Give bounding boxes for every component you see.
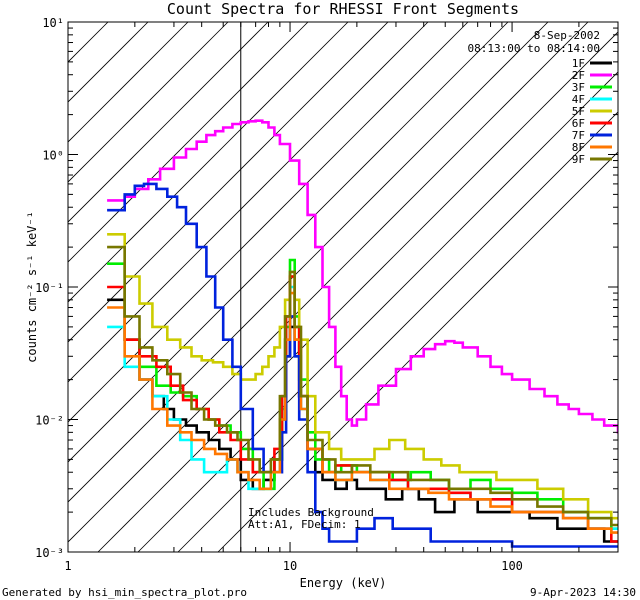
legend-label-3F: 3F	[572, 81, 585, 94]
legend-label-6F: 6F	[572, 117, 585, 130]
legend-label-5F: 5F	[572, 105, 585, 118]
chart-title: Count Spectra for RHESSI Front Segments	[167, 0, 519, 18]
legend-label-9F: 9F	[572, 153, 585, 166]
legend-label-1F: 1F	[572, 57, 585, 70]
hatch-line	[177, 111, 618, 552]
y-tick-label: 10⁻²	[35, 414, 64, 428]
y-axis-label: counts cm⁻² s⁻¹ keV⁻¹	[25, 211, 39, 363]
y-tick-label: 10⁻¹	[35, 281, 64, 295]
hatch-line	[68, 22, 349, 303]
y-tick-label: 10⁻³	[35, 546, 64, 560]
series-line-2F	[107, 119, 618, 434]
legend-label-4F: 4F	[572, 93, 585, 106]
hatch-line	[97, 31, 618, 552]
legend-time-range: 08:13:00 to 08:14:00	[468, 42, 600, 55]
footer-timestamp: 9-Apr-2023 14:30	[530, 586, 636, 599]
series-layer	[107, 119, 618, 548]
legend-date: 8-Sep-2002	[534, 29, 600, 42]
series-line-7F	[107, 182, 618, 548]
x-tick-label: 10	[283, 559, 297, 573]
hatch-line	[68, 22, 469, 423]
x-axis-label: Energy (keV)	[300, 576, 387, 590]
x-tick-label: 100	[501, 559, 523, 573]
hatch-line	[68, 22, 229, 183]
hatch-line	[68, 22, 509, 463]
legend-label-2F: 2F	[572, 69, 585, 82]
series-line-9F	[107, 245, 618, 527]
series-line-5F	[107, 233, 618, 520]
hatch-line	[68, 22, 549, 503]
y-tick-label: 10⁰	[42, 149, 64, 163]
x-tick-label: 1	[64, 559, 71, 573]
annotation-background: Includes Background	[248, 506, 374, 519]
hatch-line	[68, 22, 189, 143]
x-axis: 1 10 100	[64, 22, 619, 573]
hatch-line	[68, 22, 429, 383]
annotation-attenuator: Att:A1, FDecim: 1	[248, 518, 361, 531]
y-tick-label: 10¹	[42, 16, 64, 30]
legend-label-8F: 8F	[572, 141, 585, 154]
y-axis: 10¹ 10⁰ 10⁻¹ 10⁻² 10⁻³	[35, 16, 618, 560]
footer-generated-by: Generated by hsi_min_spectra_plot.pro	[2, 586, 247, 599]
legend-label-7F: 7F	[572, 129, 585, 142]
hatch-line	[68, 22, 269, 223]
hatch-line	[68, 22, 309, 263]
